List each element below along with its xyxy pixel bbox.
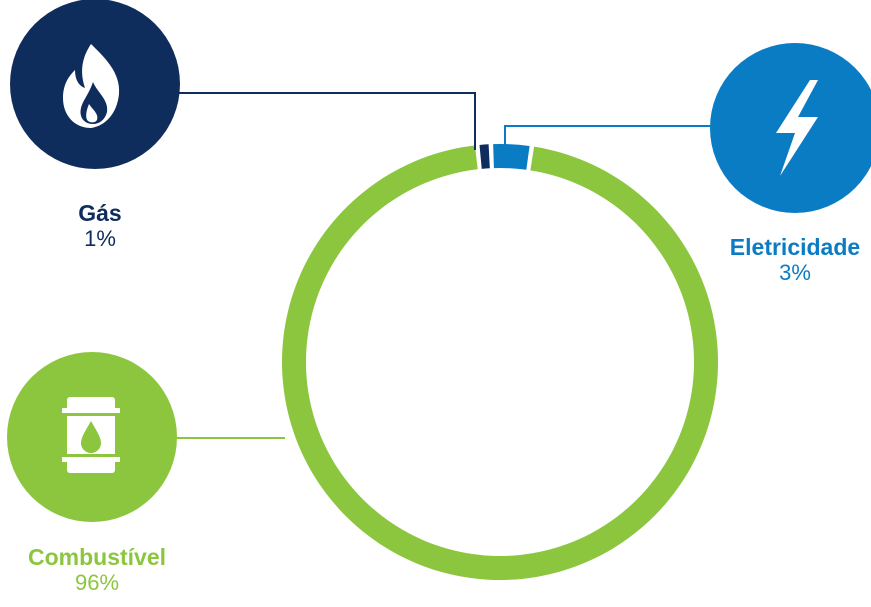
eletricidade-label: Eletricidade 3%: [705, 234, 871, 286]
donut-slice-combustivel: [281, 145, 718, 580]
donut-slices: [281, 144, 718, 580]
oil-barrel-icon: [62, 397, 120, 473]
donut-slice-eletricidade: [493, 144, 530, 170]
combustivel-icon-badge: [7, 352, 177, 522]
gas-label: Gás 1%: [45, 200, 155, 252]
gas-name: Gás: [78, 200, 122, 226]
lightning-bolt-icon: [776, 80, 818, 176]
eletricidade-icon-badge: [710, 43, 871, 213]
combustivel-name: Combustível: [27, 544, 167, 570]
gas-connector-line: [168, 92, 476, 150]
gas-icon-badge: [10, 0, 180, 169]
combustivel-label: Combustível 96%: [2, 544, 192, 596]
eletricidade-name: Eletricidade: [729, 234, 861, 260]
combustivel-percentage: 96%: [74, 570, 120, 596]
eletricidade-percentage: 3%: [779, 260, 811, 286]
eletricidade-connector-line: [504, 125, 712, 150]
flame-icon: [63, 44, 120, 128]
donut-slice-gas: [479, 144, 490, 169]
gas-percentage: 1%: [84, 226, 116, 252]
